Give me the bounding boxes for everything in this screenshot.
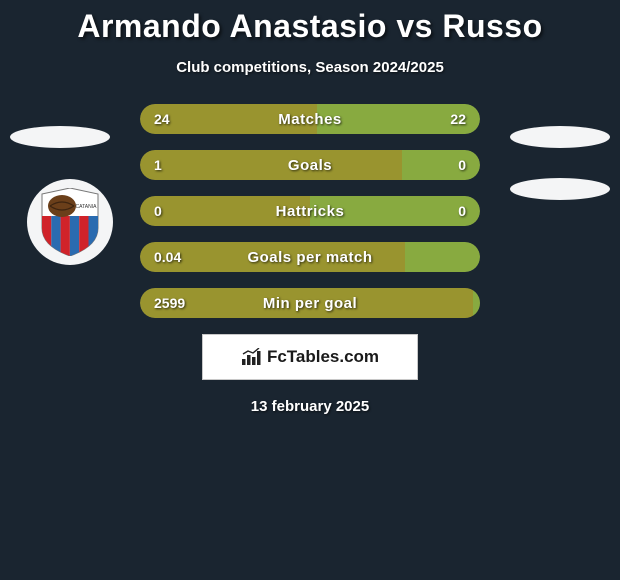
stat-value-right: 0 (458, 150, 466, 180)
date-text: 13 february 2025 (0, 398, 620, 415)
stat-bar: 0Hattricks0 (140, 196, 480, 226)
stat-bar: 24Matches22 (140, 104, 480, 134)
svg-text:CATANIA: CATANIA (76, 204, 98, 210)
stat-bar: 0.04Goals per match (140, 242, 480, 272)
decoration-ellipse-left-1 (10, 126, 110, 148)
bar-chart-icon (241, 348, 261, 366)
stat-bar: 2599Min per goal (140, 288, 480, 318)
decoration-ellipse-right-2 (510, 178, 610, 200)
stat-label: Matches (140, 104, 480, 134)
subtitle: Club competitions, Season 2024/2025 (0, 59, 620, 76)
stat-label: Goals per match (140, 242, 480, 272)
stat-label: Goals (140, 150, 480, 180)
stat-label: Hattricks (140, 196, 480, 226)
crest-icon: CATANIA (40, 188, 100, 256)
stat-bar: 1Goals0 (140, 150, 480, 180)
decoration-ellipse-right-1 (510, 126, 610, 148)
brand-box[interactable]: FcTables.com (202, 334, 418, 380)
page-title: Armando Anastasio vs Russo (0, 0, 620, 45)
club-crest: CATANIA (27, 179, 113, 265)
stats-bars: 24Matches221Goals00Hattricks00.04Goals p… (140, 104, 480, 318)
stat-value-right: 22 (450, 104, 466, 134)
stat-label: Min per goal (140, 288, 480, 318)
brand-text: FcTables.com (267, 347, 379, 367)
stat-value-right: 0 (458, 196, 466, 226)
